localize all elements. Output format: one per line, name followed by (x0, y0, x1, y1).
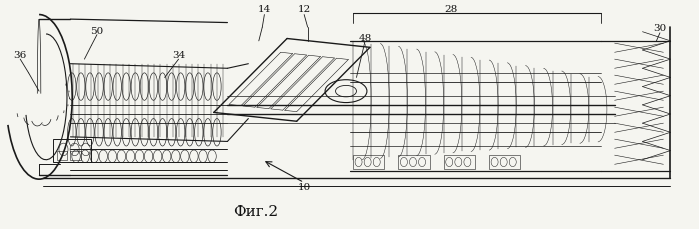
Text: 36: 36 (13, 51, 27, 60)
Bar (353, 155, 384, 169)
Text: Фиг.2: Фиг.2 (233, 204, 278, 218)
Text: 34: 34 (172, 51, 185, 60)
Text: 50: 50 (90, 27, 103, 36)
Bar (57, 151, 67, 160)
Text: 10: 10 (298, 182, 311, 191)
Bar (71, 151, 81, 160)
Text: 28: 28 (444, 5, 457, 14)
Bar (489, 155, 521, 169)
Bar (53, 139, 92, 162)
Text: 48: 48 (358, 34, 371, 43)
Text: 14: 14 (258, 5, 271, 14)
Text: 12: 12 (298, 5, 311, 14)
Bar (444, 155, 475, 169)
Text: 30: 30 (654, 24, 667, 33)
Bar (398, 155, 430, 169)
